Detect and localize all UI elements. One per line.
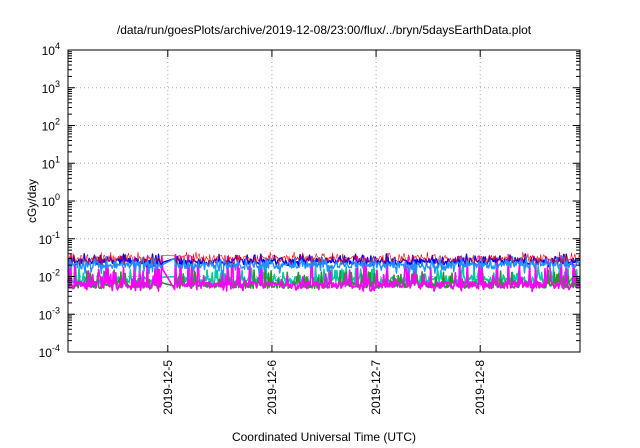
y-axis-label: cGy/day bbox=[25, 179, 39, 223]
y-tick-label: 10-2 bbox=[39, 268, 60, 285]
y-tick-label: 10-3 bbox=[39, 305, 60, 322]
series-line bbox=[67, 253, 581, 293]
y-tick-label: 100 bbox=[42, 192, 60, 209]
y-tick-label: 101 bbox=[42, 154, 60, 171]
series-line bbox=[67, 251, 581, 266]
x-axis-label: Coordinated Universal Time (UTC) bbox=[232, 430, 416, 444]
series-line bbox=[67, 255, 581, 275]
y-axis: 10-4 10-3 10-2 10-1 100 101 102 103 104 bbox=[39, 41, 580, 360]
y-tick-label: 10-1 bbox=[39, 230, 60, 247]
x-tick-label: 2019-12-7 bbox=[369, 360, 383, 415]
x-axis: 2019-12-5 2019-12-6 2019-12-7 2019-12-8 bbox=[161, 50, 487, 415]
chart-title: /data/run/goesPlots/archive/2019-12-08/2… bbox=[117, 23, 532, 37]
y-tick-label: 10-4 bbox=[39, 343, 60, 360]
y-tick-label: 104 bbox=[42, 41, 60, 58]
y-tick-label: 102 bbox=[42, 117, 60, 134]
series-layer bbox=[67, 251, 581, 293]
x-tick-label: 2019-12-8 bbox=[473, 360, 487, 415]
x-tick-label: 2019-12-5 bbox=[161, 360, 175, 415]
y-tick-label: 103 bbox=[42, 79, 60, 96]
x-tick-label: 2019-12-6 bbox=[265, 360, 279, 415]
